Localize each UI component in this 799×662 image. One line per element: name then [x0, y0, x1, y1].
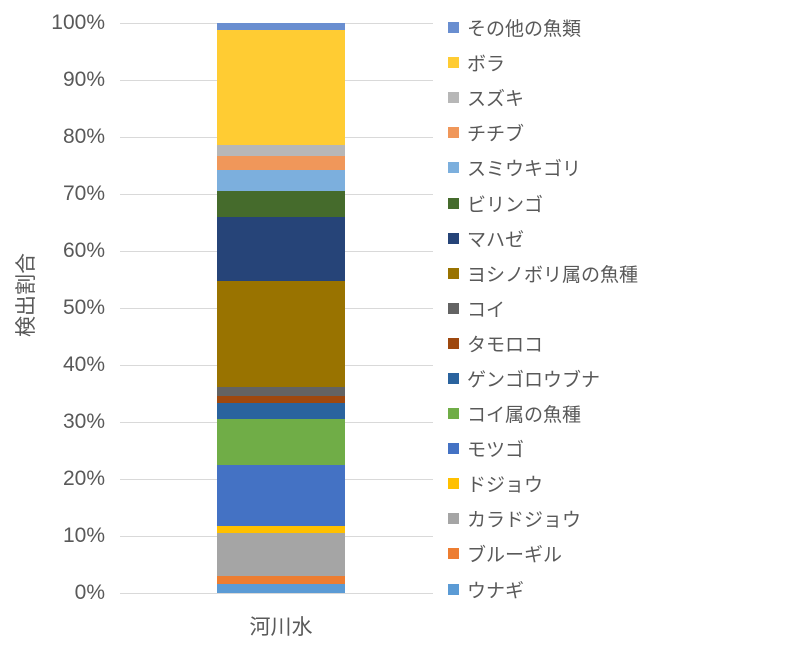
legend-label: タモロコ — [467, 334, 544, 356]
legend-swatch-icon — [448, 162, 459, 174]
bar-segment-ゲンゴロウブナ — [217, 402, 345, 419]
legend-swatch-icon — [448, 408, 459, 420]
bar-segment-ブルーギル — [217, 575, 345, 584]
legend-label: その他の魚類 — [467, 19, 582, 41]
bar-segment-コイ — [217, 386, 345, 396]
legend-swatch-icon — [448, 302, 459, 314]
bar-segment-ドジョウ — [217, 525, 345, 534]
bar-segment-スズキ — [217, 144, 345, 156]
legend-item: コイ属の魚種 — [448, 396, 793, 431]
gridline — [120, 593, 433, 594]
legend-label: ドジョウ — [467, 475, 544, 497]
y-tick-label: 20% — [62, 467, 105, 490]
legend-item: コイ — [448, 291, 793, 326]
legend-label: コイ — [467, 299, 506, 321]
legend-swatch-icon — [448, 372, 459, 384]
legend-item: ビリンゴ — [448, 185, 793, 220]
legend-swatch-icon — [448, 22, 459, 34]
legend-swatch-icon — [448, 57, 459, 69]
bar-segment-ウナギ — [217, 583, 345, 593]
bar-segment-その他の魚類 — [217, 23, 345, 31]
legend-label: スミウキゴリ — [467, 159, 582, 181]
y-tick-label: 70% — [62, 182, 105, 205]
legend-label: スズキ — [467, 89, 525, 111]
legend-swatch-icon — [448, 267, 459, 279]
legend-label: カラドジョウ — [467, 510, 582, 532]
bar-segment-モツゴ — [217, 464, 345, 526]
bar-segment-カラドジョウ — [217, 533, 345, 576]
legend-label: チチブ — [467, 124, 525, 146]
legend-swatch-icon — [448, 197, 459, 209]
bar-segment-チチブ — [217, 155, 345, 171]
bar-segment-ヨシノボリ属の魚種 — [217, 280, 345, 387]
bar-segment-マハゼ — [217, 216, 345, 281]
stacked-bar — [217, 23, 345, 593]
legend-item: ヨシノボリ属の魚種 — [448, 256, 793, 291]
legend-swatch-icon — [448, 127, 459, 139]
y-tick-label: 80% — [62, 125, 105, 148]
legend-item: ボラ — [448, 45, 793, 80]
legend-item: ゲンゴロウブナ — [448, 361, 793, 396]
legend-label: ボラ — [467, 54, 506, 76]
legend-item: タモロコ — [448, 326, 793, 361]
legend-item: カラドジョウ — [448, 501, 793, 536]
legend-item: その他の魚類 — [448, 10, 793, 45]
bar-segment-ビリンゴ — [217, 191, 345, 217]
legend-swatch-icon — [448, 548, 459, 560]
bar-segment-ボラ — [217, 30, 345, 145]
legend-swatch-icon — [448, 513, 459, 525]
legend-item: チチブ — [448, 115, 793, 150]
y-tick-label: 50% — [62, 296, 105, 319]
plot-area — [120, 23, 433, 594]
y-tick-label: 100% — [51, 11, 105, 34]
legend-item: ウナギ — [448, 572, 793, 607]
legend-swatch-icon — [448, 92, 459, 104]
y-tick-label: 40% — [62, 353, 105, 376]
legend-swatch-icon — [448, 232, 459, 244]
legend-label: ヨシノボリ属の魚種 — [467, 264, 639, 286]
legend-swatch-icon — [448, 583, 459, 595]
legend-swatch-icon — [448, 337, 459, 349]
x-category-label: 河川水 — [249, 616, 313, 639]
legend-item: マハゼ — [448, 221, 793, 256]
legend-label: ウナギ — [467, 580, 525, 602]
bar-segment-コイ属の魚種 — [217, 418, 345, 465]
y-tick-label: 60% — [62, 239, 105, 262]
legend-item: ドジョウ — [448, 466, 793, 501]
bar-segment-スミウキゴリ — [217, 170, 345, 192]
legend-label: ブルーギル — [467, 545, 563, 567]
y-tick-label: 0% — [74, 581, 105, 604]
legend-label: ビリンゴ — [467, 194, 544, 216]
legend-label: モツゴ — [467, 440, 525, 462]
bar-segment-タモロコ — [217, 395, 345, 403]
legend: その他の魚類 ボラスズキチチブスミウキゴリ ビリンゴマハゼヨシノボリ属の魚種 コイタモ… — [448, 10, 793, 607]
legend-swatch-icon — [448, 443, 459, 455]
legend-item: スミウキゴリ — [448, 150, 793, 185]
legend-item: スズキ — [448, 80, 793, 115]
y-tick-label: 30% — [62, 410, 105, 433]
y-tick-label: 90% — [62, 68, 105, 91]
legend-label: コイ属の魚種 — [467, 405, 582, 427]
legend-label: ゲンゴロウブナ — [467, 369, 601, 391]
legend-item: モツゴ — [448, 431, 793, 466]
legend-swatch-icon — [448, 478, 459, 490]
y-tick-label: 10% — [62, 524, 105, 547]
legend-label: マハゼ — [467, 229, 525, 251]
legend-item: ブルーギル — [448, 536, 793, 571]
